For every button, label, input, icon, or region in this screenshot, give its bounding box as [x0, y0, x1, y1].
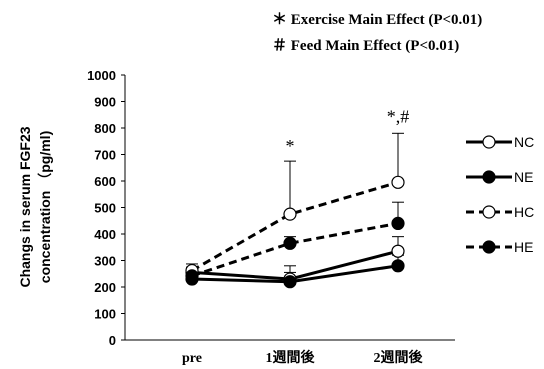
y-tick-label-700: 700: [94, 148, 116, 163]
significance-mark-1: *: [286, 136, 295, 156]
feed-effect-annotation: ＃ Feed Main Effect (P<0.01): [272, 38, 459, 54]
x-tick-label-1: pre: [182, 351, 202, 366]
significance-mark-2: *,#: [387, 107, 410, 127]
y-tick-label-200: 200: [94, 280, 116, 295]
series-markers: [185, 175, 405, 289]
y-axis-title-line-2: concentration （pg/ml): [37, 131, 53, 283]
legend-label-ne: NE: [514, 169, 533, 185]
legend-label-nc: NC: [514, 134, 534, 150]
legend-marker-he: [482, 240, 496, 254]
point-nc-3: [391, 244, 405, 258]
y-tick-labels: 0 100 200 300 400 500 600 700 800 900 1000: [87, 68, 116, 348]
series-line-he: [191, 221, 399, 278]
y-tick-label-0: 0: [109, 333, 116, 348]
point-he-1: [185, 269, 199, 283]
series-line-hc: [191, 180, 399, 272]
legend-marker-nc: [482, 135, 496, 149]
y-tick-label-400: 400: [94, 227, 116, 242]
x-tick-label-3: 2週間後: [374, 349, 424, 366]
point-hc-2: [283, 207, 297, 221]
y-axis-title: Changs in serum FGF23 concentration （pg/…: [17, 126, 53, 287]
y-axis-title-line-1: Changs in serum FGF23: [17, 126, 33, 287]
legend-label-he: HE: [514, 239, 533, 255]
point-he-2: [283, 236, 297, 250]
legend-label-hc: HC: [514, 204, 534, 220]
legend-marker-hc: [482, 205, 496, 219]
exercise-effect-annotation: ＊ Exercise Main Effect (P<0.01): [272, 12, 482, 28]
series-lines: [191, 180, 399, 284]
y-tick-label-100: 100: [94, 307, 116, 322]
legend: NC NE HC HE: [466, 134, 534, 255]
axes: [121, 74, 455, 341]
main-effect-annotations: ＊ Exercise Main Effect (P<0.01) ＃ Feed M…: [272, 12, 482, 54]
legend-marker-ne: [482, 170, 496, 184]
y-tick-label-1000: 1000: [87, 68, 116, 83]
x-tick-label-2: 1週間後: [266, 349, 316, 366]
y-tick-label-900: 900: [94, 95, 116, 110]
y-tick-label-600: 600: [94, 174, 116, 189]
x-tick-labels: pre 1週間後 2週間後: [182, 349, 423, 366]
point-ne-2: [283, 275, 297, 289]
point-hc-3: [391, 175, 405, 189]
point-ne-3: [391, 259, 405, 273]
y-tick-label-300: 300: [94, 254, 116, 269]
significance-marks: * *,#: [286, 107, 410, 156]
point-he-3: [391, 216, 405, 230]
y-tick-label-500: 500: [94, 201, 116, 216]
y-tick-label-800: 800: [94, 121, 116, 136]
